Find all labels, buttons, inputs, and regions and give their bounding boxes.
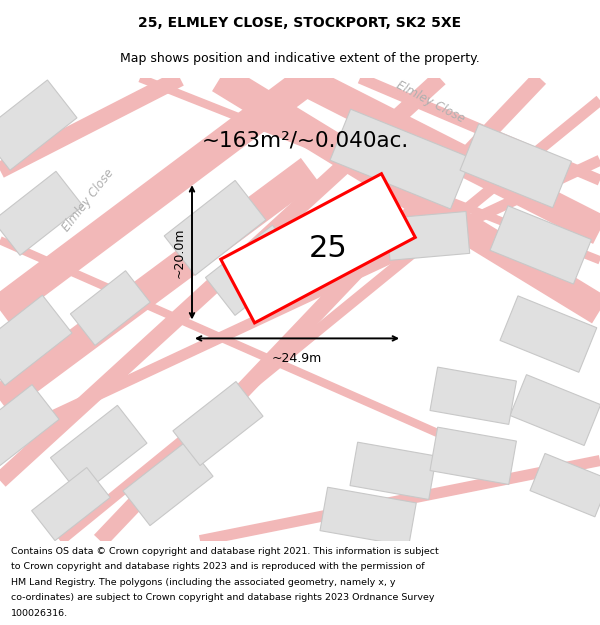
Text: Map shows position and indicative extent of the property.: Map shows position and indicative extent… <box>120 52 480 65</box>
Bar <box>430 427 517 484</box>
Bar <box>0 80 77 170</box>
Bar <box>510 374 600 446</box>
Text: Elmley Close: Elmley Close <box>59 166 116 234</box>
Text: to Crown copyright and database rights 2023 and is reproduced with the permissio: to Crown copyright and database rights 2… <box>11 562 424 571</box>
Bar <box>460 124 571 208</box>
Text: co-ordinates) are subject to Crown copyright and database rights 2023 Ordnance S: co-ordinates) are subject to Crown copyr… <box>11 593 434 602</box>
Bar <box>500 296 597 372</box>
Bar <box>490 206 592 284</box>
Text: ~163m²/~0.040ac.: ~163m²/~0.040ac. <box>202 130 409 150</box>
Text: Contains OS data © Crown copyright and database right 2021. This information is : Contains OS data © Crown copyright and d… <box>11 546 439 556</box>
Text: 25: 25 <box>308 234 347 262</box>
Text: ~24.9m: ~24.9m <box>272 352 322 366</box>
Text: Elmley Close: Elmley Close <box>394 79 466 126</box>
Text: HM Land Registry. The polygons (including the associated geometry, namely x, y: HM Land Registry. The polygons (includin… <box>11 578 395 587</box>
Text: 25, ELMLEY CLOSE, STOCKPORT, SK2 5XE: 25, ELMLEY CLOSE, STOCKPORT, SK2 5XE <box>139 16 461 31</box>
Bar <box>221 174 415 323</box>
Bar <box>330 109 471 209</box>
Bar <box>173 381 263 466</box>
Bar <box>0 295 72 386</box>
Bar <box>123 442 213 526</box>
Text: ~20.0m: ~20.0m <box>173 227 186 278</box>
Text: 100026316.: 100026316. <box>11 609 68 618</box>
Bar <box>320 488 416 546</box>
Bar <box>530 454 600 517</box>
Bar <box>386 211 470 261</box>
Bar <box>0 171 83 256</box>
Bar <box>70 271 150 346</box>
Bar <box>0 384 59 466</box>
Bar <box>430 367 517 424</box>
Bar <box>350 442 436 499</box>
Bar <box>164 181 266 276</box>
Bar <box>32 468 110 541</box>
Bar <box>205 225 302 316</box>
Bar <box>50 406 147 496</box>
